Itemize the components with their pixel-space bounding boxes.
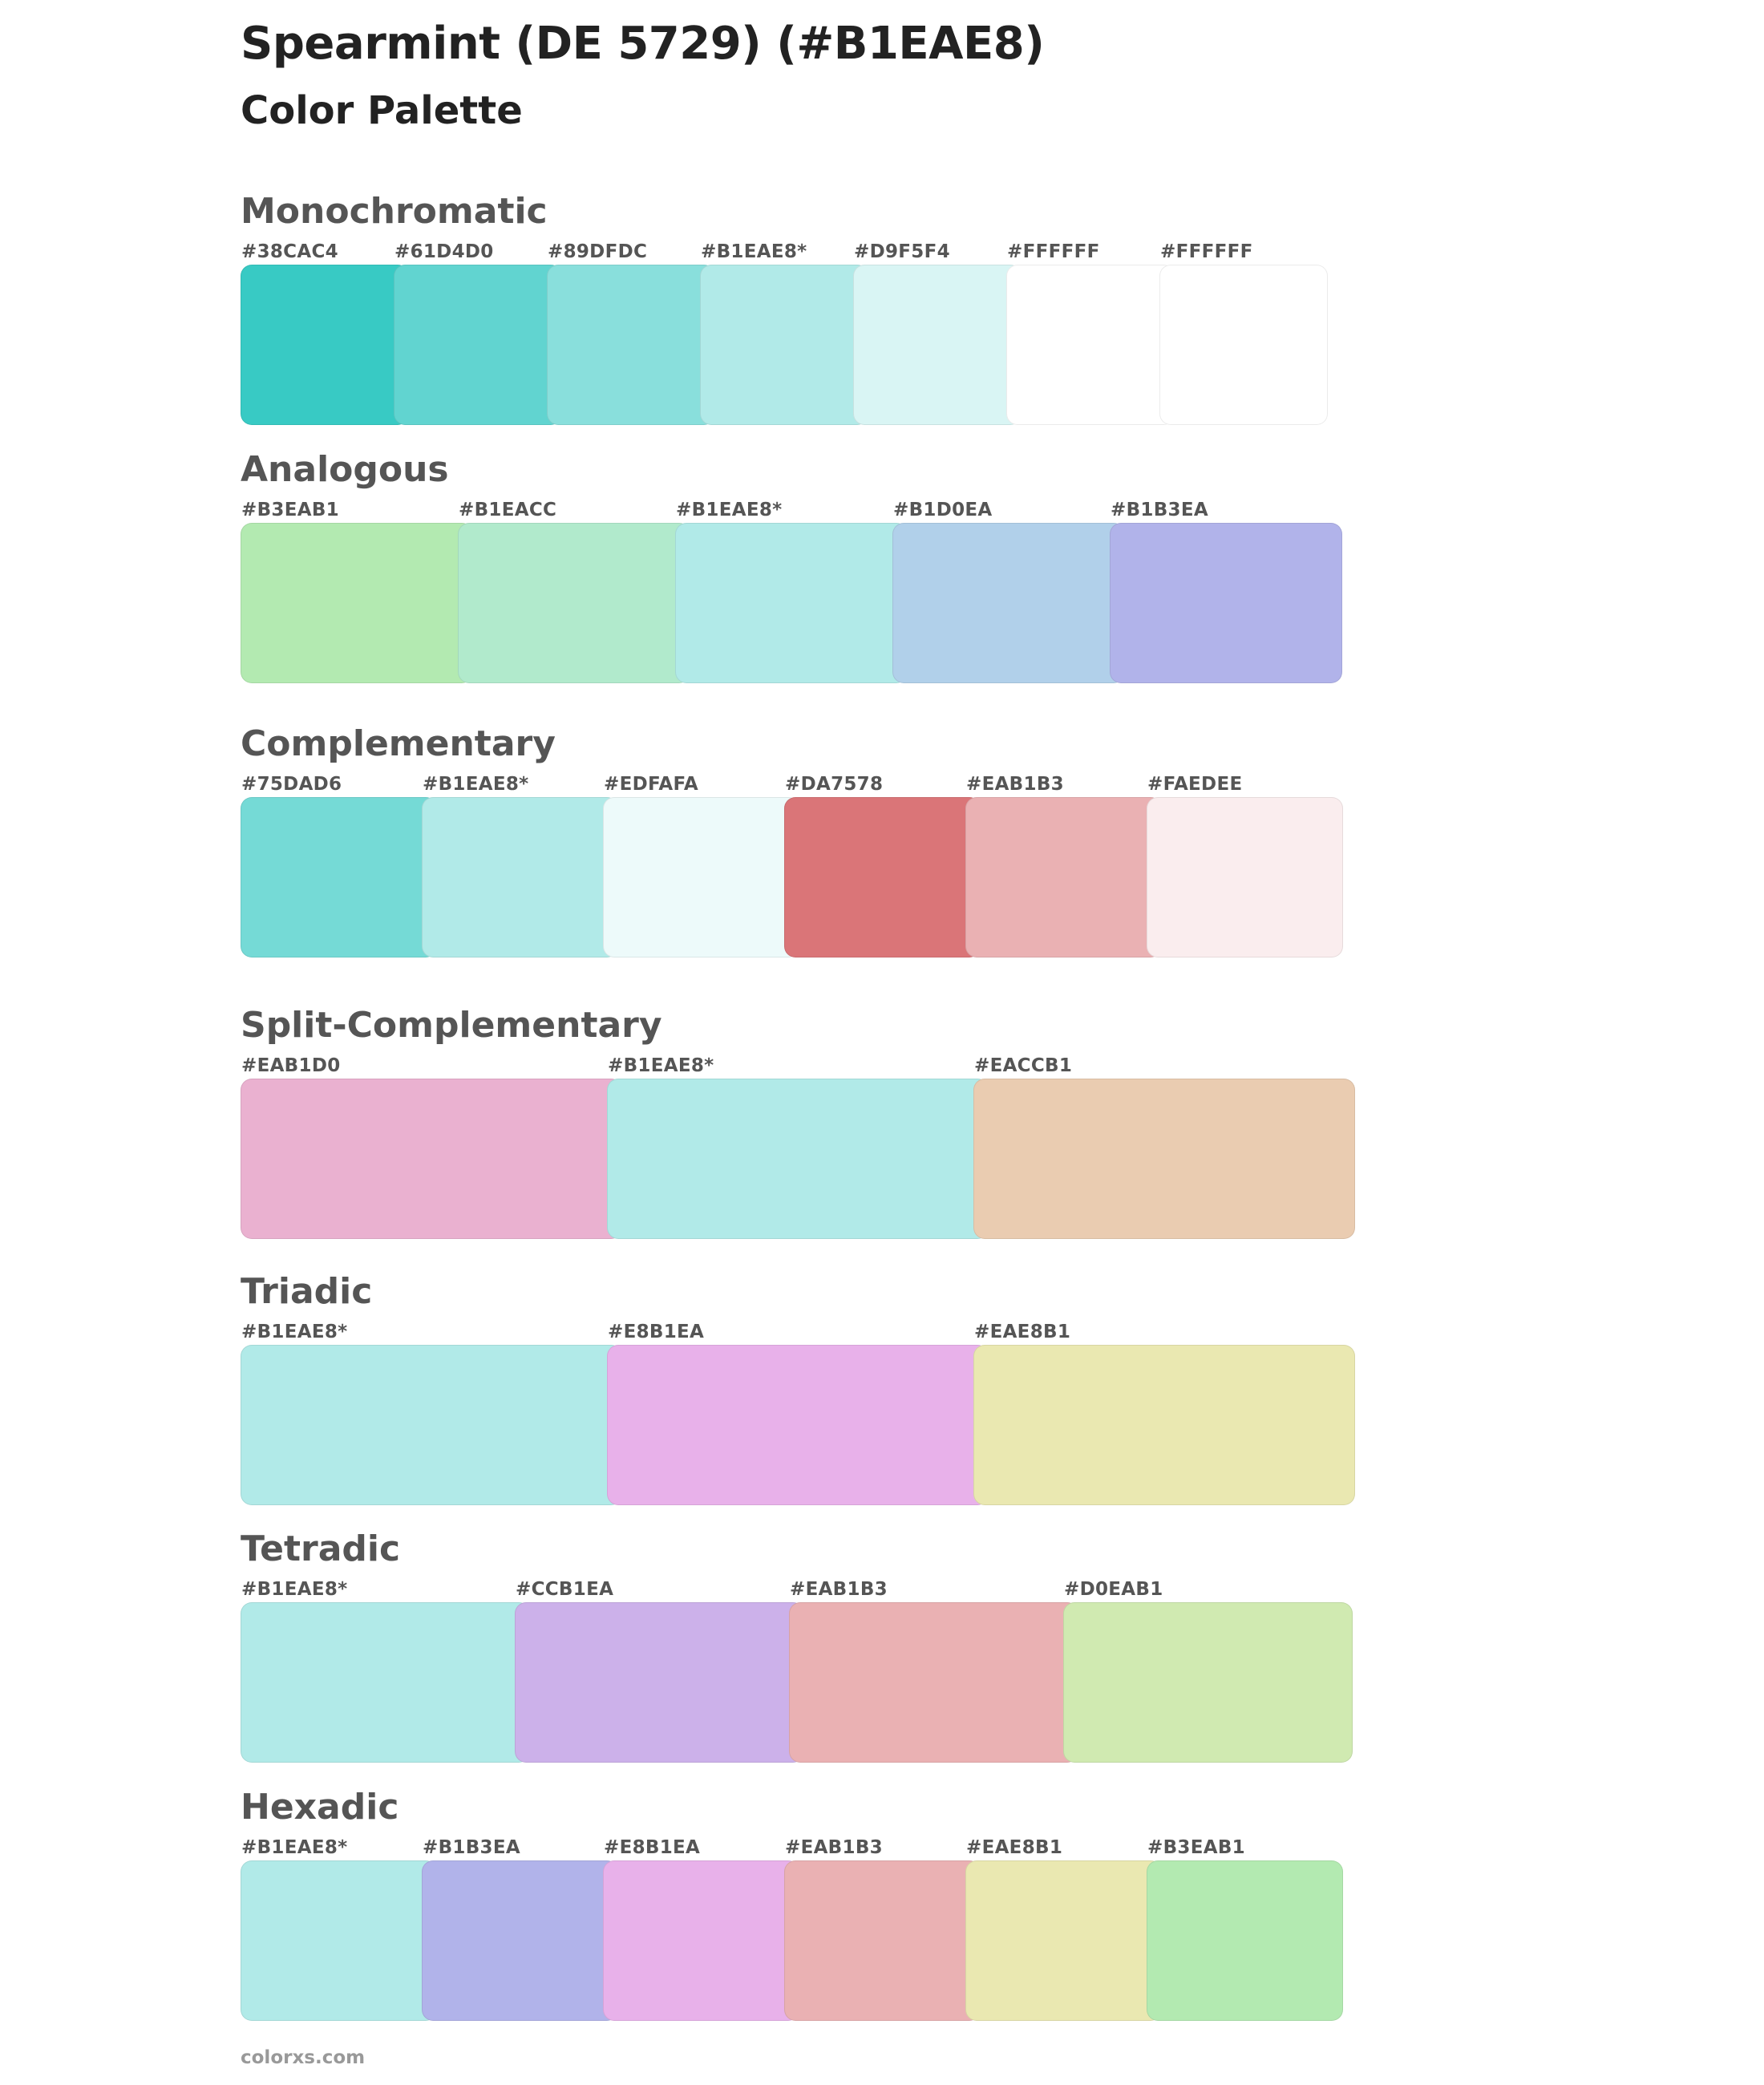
color-swatch[interactable]: #61D4D0: [394, 241, 562, 425]
color-swatch[interactable]: #B1B3EA: [422, 1837, 618, 2021]
section-title-analogous: Analogous: [241, 449, 449, 490]
swatch-hex-label: #B1EACC: [459, 500, 557, 520]
color-swatch[interactable]: #B3EAB1: [1147, 1837, 1343, 2021]
color-swatch[interactable]: #FAEDEE: [1147, 774, 1343, 957]
color-swatch[interactable]: #EAB1B3: [789, 1579, 1078, 1763]
color-swatch[interactable]: #EACCB1: [973, 1055, 1355, 1239]
swatch-hex-label: #EAE8B1: [966, 1837, 1063, 1858]
color-swatch[interactable]: #FFFFFF: [1159, 241, 1328, 425]
color-swatch[interactable]: #D0EAB1: [1063, 1579, 1353, 1763]
swatch-hex-label: #FFFFFF: [1007, 241, 1100, 262]
swatch-hex-label: #61D4D0: [394, 241, 494, 262]
color-swatch[interactable]: #DA7578: [784, 774, 981, 957]
color-swatch[interactable]: #D9F5F4: [853, 241, 1022, 425]
footer-site-name: colorxs.com: [241, 2047, 366, 2068]
color-swatch[interactable]: #B1EAE8*: [675, 500, 908, 683]
swatch-hex-label: #B1EAE8*: [423, 774, 529, 795]
section-title-monochromatic: Monochromatic: [241, 191, 548, 232]
color-swatch[interactable]: #B3EAB1: [241, 500, 473, 683]
color-swatch[interactable]: #B1EAE8*: [241, 1579, 530, 1763]
swatch-hex-label: #B1EAE8*: [241, 1579, 348, 1600]
swatch-hex-label: #B1EAE8*: [676, 500, 783, 520]
color-swatch[interactable]: #B1EAE8*: [700, 241, 868, 425]
swatch-hex-label: #DA7578: [785, 774, 884, 795]
swatch-hex-label: #E8B1EA: [604, 1837, 701, 1858]
color-swatch[interactable]: #E8B1EA: [607, 1322, 989, 1505]
swatch-hex-label: #B1B3EA: [1111, 500, 1208, 520]
swatch-hex-label: #B1EAE8*: [701, 241, 807, 262]
swatch-hex-label: #B1EAE8*: [241, 1322, 348, 1342]
swatch-hex-label: #FAEDEE: [1147, 774, 1243, 795]
color-swatch[interactable]: #EAE8B1: [973, 1322, 1355, 1505]
section-title-tetradic: Tetradic: [241, 1528, 401, 1569]
swatch-hex-label: #B1EAE8*: [608, 1055, 714, 1076]
swatch-hex-label: #B1B3EA: [423, 1837, 520, 1858]
color-swatch[interactable]: #EAB1D0: [241, 1055, 622, 1239]
section-title-triadic: Triadic: [241, 1271, 373, 1312]
section-title-complementary: Complementary: [241, 723, 556, 764]
swatch-hex-label: #EACCB1: [974, 1055, 1073, 1076]
color-swatch[interactable]: #FFFFFF: [1006, 241, 1175, 425]
color-swatch[interactable]: #B1EAE8*: [241, 1322, 622, 1505]
swatch-hex-label: #CCB1EA: [516, 1579, 614, 1600]
page-title: Spearmint (DE 5729) (#B1EAE8): [241, 18, 1045, 70]
swatch-hex-label: #EAE8B1: [974, 1322, 1071, 1342]
swatch-hex-label: #EAB1B3: [966, 774, 1064, 795]
color-swatch[interactable]: #B1B3EA: [1110, 500, 1342, 683]
color-swatch[interactable]: #E8B1EA: [603, 1837, 799, 2021]
color-swatch[interactable]: #75DAD6: [241, 774, 437, 957]
color-swatch[interactable]: #B1EAE8*: [607, 1055, 989, 1239]
swatch-hex-label: #FFFFFF: [1160, 241, 1253, 262]
swatch-hex-label: #E8B1EA: [608, 1322, 705, 1342]
color-swatch[interactable]: #B1EAE8*: [241, 1837, 437, 2021]
swatch-hex-label: #B1D0EA: [893, 500, 993, 520]
color-swatch[interactable]: #EAE8B1: [965, 1837, 1162, 2021]
section-title-split-complementary: Split-Complementary: [241, 1005, 662, 1046]
swatch-hex-label: #75DAD6: [241, 774, 342, 795]
swatch-hex-label: #38CAC4: [241, 241, 338, 262]
swatch-hex-label: #D9F5F4: [854, 241, 950, 262]
color-swatch[interactable]: #B1D0EA: [892, 500, 1125, 683]
swatch-hex-label: #89DFDC: [548, 241, 648, 262]
swatch-hex-label: #EAB1B3: [790, 1579, 888, 1600]
color-swatch[interactable]: #EAB1B3: [784, 1837, 981, 2021]
color-swatch[interactable]: #EAB1B3: [965, 774, 1162, 957]
color-swatch[interactable]: #EDFAFA: [603, 774, 799, 957]
swatch-hex-label: #B3EAB1: [241, 500, 339, 520]
swatch-hex-label: #B1EAE8*: [241, 1837, 348, 1858]
swatch-hex-label: #B3EAB1: [1147, 1837, 1245, 1858]
swatch-hex-label: #EDFAFA: [604, 774, 698, 795]
page-subtitle: Color Palette: [241, 88, 523, 133]
color-swatch[interactable]: #89DFDC: [547, 241, 715, 425]
swatch-hex-label: #D0EAB1: [1064, 1579, 1163, 1600]
color-swatch[interactable]: #38CAC4: [241, 241, 409, 425]
swatch-hex-label: #EAB1B3: [785, 1837, 883, 1858]
swatch-hex-label: #EAB1D0: [241, 1055, 341, 1076]
color-swatch[interactable]: #CCB1EA: [515, 1579, 804, 1763]
color-swatch[interactable]: #B1EACC: [458, 500, 690, 683]
section-title-hexadic: Hexadic: [241, 1787, 399, 1828]
color-swatch[interactable]: #B1EAE8*: [422, 774, 618, 957]
